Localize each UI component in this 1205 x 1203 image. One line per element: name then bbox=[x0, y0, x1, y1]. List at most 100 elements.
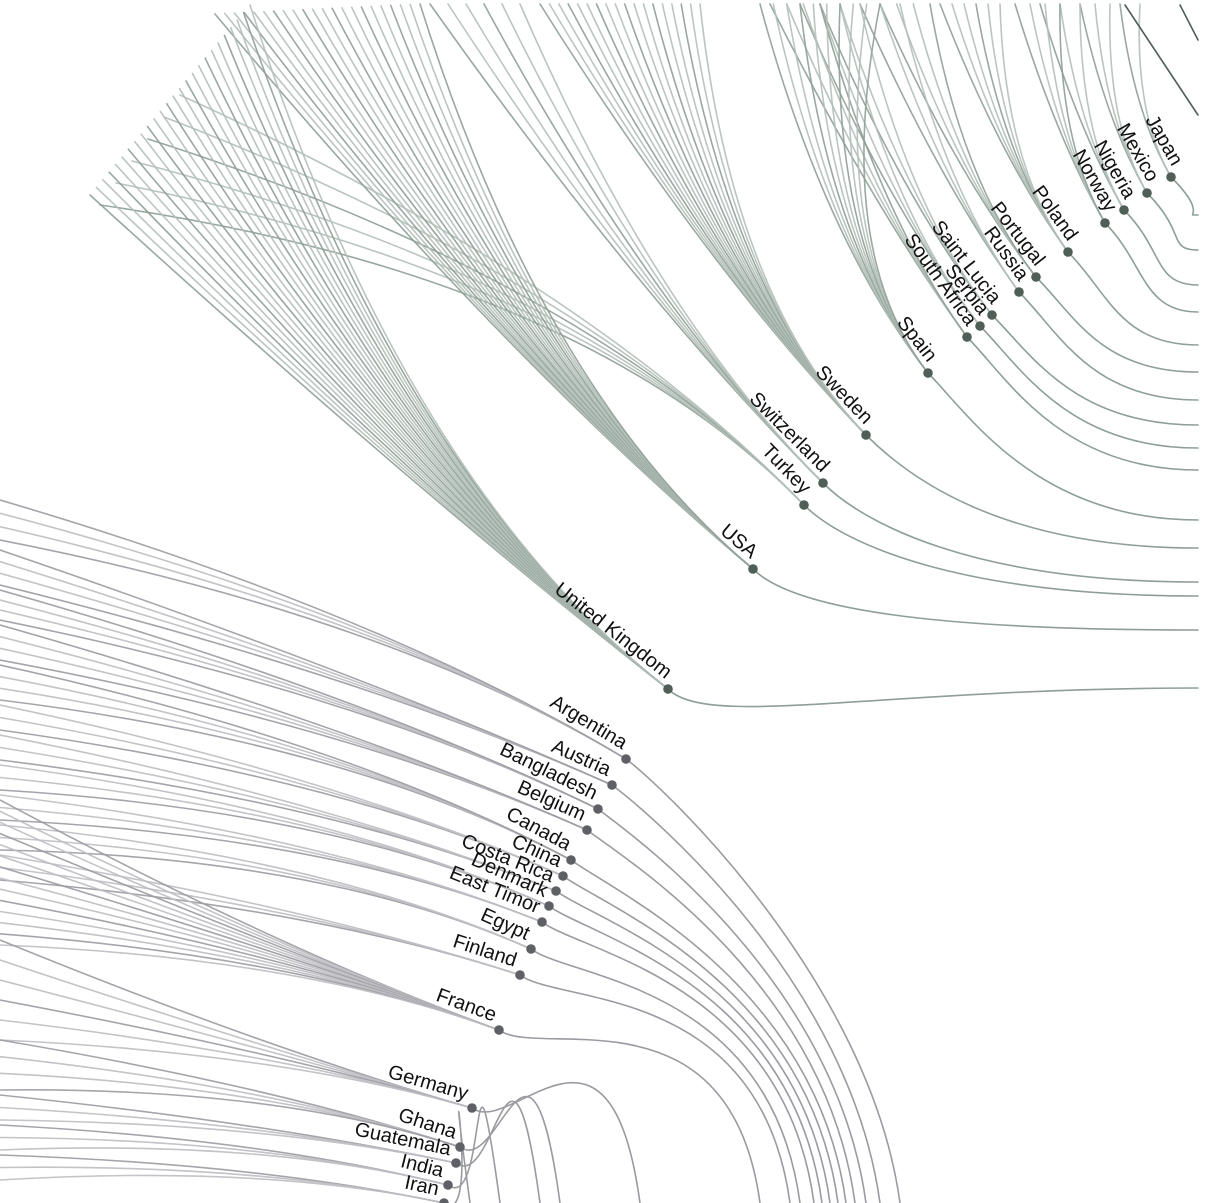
edge-to-china bbox=[0, 704, 564, 877]
tail-from-bangladesh bbox=[597, 808, 867, 1203]
edge-to-nigeria bbox=[1079, 3, 1125, 211]
edge-to-egypt bbox=[0, 824, 532, 950]
node-dot[interactable] bbox=[1166, 172, 1176, 182]
node-dot[interactable] bbox=[663, 684, 673, 694]
edge-to-guatemala bbox=[0, 1119, 457, 1164]
node-united-kingdom[interactable]: United Kingdom bbox=[550, 578, 676, 694]
edge-to-saint-lucia bbox=[859, 3, 993, 316]
node-dot[interactable] bbox=[537, 917, 547, 927]
tail-from-egypt bbox=[530, 948, 801, 1203]
node-dot[interactable] bbox=[1142, 188, 1152, 198]
tail-from-united-kingdom bbox=[667, 687, 1199, 708]
node-dot[interactable] bbox=[551, 886, 561, 896]
edge-to-usa bbox=[419, 3, 754, 570]
node-dot[interactable] bbox=[526, 944, 536, 954]
node-dot[interactable] bbox=[621, 754, 631, 764]
edge-to-iran bbox=[0, 1174, 445, 1203]
edge-to-costa-rica bbox=[0, 734, 557, 892]
edge-to-bangladesh bbox=[0, 589, 599, 810]
edge-to-usa bbox=[331, 7, 754, 570]
edge-to-usa bbox=[360, 6, 754, 570]
node-dot[interactable] bbox=[1031, 272, 1041, 282]
node-label: Germany bbox=[386, 1061, 471, 1105]
edge-to-mexico bbox=[1108, 3, 1148, 194]
tail-from-poland bbox=[1067, 251, 1199, 346]
edge-to-south-africa bbox=[819, 3, 968, 338]
edge-to-turkey bbox=[179, 94, 805, 506]
tail-from-iran bbox=[443, 1110, 471, 1203]
node-spain[interactable]: Spain bbox=[892, 312, 941, 378]
node-dot[interactable] bbox=[439, 1198, 449, 1203]
tail-from-saint-lucia bbox=[991, 314, 1199, 426]
edge-to-spain bbox=[863, 3, 929, 374]
node-dot[interactable] bbox=[1014, 287, 1024, 297]
node-dot[interactable] bbox=[987, 310, 997, 320]
edge-to-finland bbox=[0, 854, 521, 976]
tail-from-belgium bbox=[586, 829, 856, 1203]
edge-to-belgium bbox=[0, 624, 588, 831]
edge-to-poland bbox=[999, 3, 1069, 253]
node-dot[interactable] bbox=[861, 430, 871, 440]
node-dot[interactable] bbox=[443, 1180, 453, 1190]
tail-from-switzerland bbox=[822, 482, 1199, 583]
tail-from-japan bbox=[1170, 176, 1199, 216]
edge-to-turkey bbox=[131, 160, 805, 506]
edge-to-india bbox=[0, 1147, 449, 1186]
edge-to-usa bbox=[350, 6, 754, 570]
node-dot[interactable] bbox=[818, 478, 828, 488]
node-dot[interactable] bbox=[923, 368, 933, 378]
tail-from-sweden bbox=[865, 434, 1199, 549]
node-dot[interactable] bbox=[455, 1142, 465, 1152]
edge-to-usa bbox=[233, 12, 754, 570]
node-dot[interactable] bbox=[544, 901, 554, 911]
tail-from-usa bbox=[752, 568, 1199, 631]
nodes-layer: ArgentinaAustriaBangladeshBelgiumCanadaC… bbox=[353, 111, 1187, 1203]
node-dot[interactable] bbox=[515, 970, 525, 980]
tail-from-south-africa bbox=[966, 336, 1199, 471]
tail-from-norway bbox=[1104, 222, 1199, 313]
edge-to-japan bbox=[1138, 3, 1172, 178]
edge-to-serbia bbox=[839, 3, 981, 327]
node-label: France bbox=[433, 984, 499, 1026]
edge-to-france bbox=[0, 944, 500, 1031]
tail-from-argentina bbox=[625, 758, 901, 1203]
node-dot[interactable] bbox=[1063, 247, 1073, 257]
node-dot[interactable] bbox=[593, 804, 603, 814]
edge-to-united-kingdom bbox=[249, 4, 669, 690]
tail-from-mexico bbox=[1146, 192, 1199, 251]
tail-from-costa-rica bbox=[555, 890, 831, 1203]
edge-to-argentina bbox=[0, 499, 627, 760]
node-dot[interactable] bbox=[467, 1103, 477, 1113]
node-dot[interactable] bbox=[1100, 218, 1110, 228]
node-dot[interactable] bbox=[582, 825, 592, 835]
node-dot[interactable] bbox=[748, 564, 758, 574]
tail-from-denmark bbox=[548, 905, 823, 1203]
edge-to-russia bbox=[899, 3, 1020, 293]
edge-to-germany bbox=[0, 1039, 473, 1109]
edge-to-denmark bbox=[0, 764, 550, 907]
edge-to-sweden bbox=[699, 3, 867, 436]
tail-from-east-timor bbox=[541, 921, 815, 1203]
node-dot[interactable] bbox=[975, 321, 985, 331]
node-dot[interactable] bbox=[799, 500, 809, 510]
node-dot[interactable] bbox=[558, 871, 568, 881]
node-label: Poland bbox=[1027, 182, 1081, 245]
node-dot[interactable] bbox=[1119, 205, 1129, 215]
node-dot[interactable] bbox=[451, 1158, 461, 1168]
edge-to-iran bbox=[0, 1154, 445, 1203]
node-dot[interactable] bbox=[566, 855, 576, 865]
node-dot[interactable] bbox=[607, 780, 617, 790]
tail-from-austria bbox=[611, 784, 881, 1203]
edge-strand-1 bbox=[1179, 4, 1199, 41]
node-dot[interactable] bbox=[962, 332, 972, 342]
tail-from-portugal bbox=[1035, 276, 1199, 373]
edge-to-canada bbox=[0, 675, 572, 861]
node-dot[interactable] bbox=[494, 1025, 504, 1035]
edge-to-iran bbox=[0, 1166, 445, 1203]
edge-to-united-kingdom bbox=[217, 42, 669, 690]
node-sweden[interactable]: Sweden bbox=[811, 361, 877, 440]
links-layer bbox=[0, 3, 1199, 1203]
node-usa[interactable]: USA bbox=[716, 520, 762, 574]
tail-from-china bbox=[562, 875, 839, 1203]
